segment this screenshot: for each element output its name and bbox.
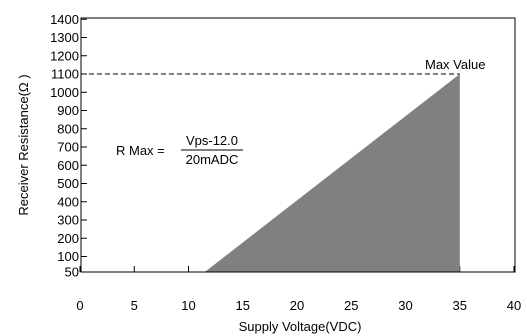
x-tick-label: 10	[181, 298, 195, 313]
formula-denominator: 20mADC	[186, 152, 239, 167]
y-tick-label: 500	[57, 176, 79, 191]
y-tick-label: 1300	[50, 30, 79, 45]
y-tick-label: 100	[57, 249, 79, 264]
y-axis-title: Receiver Resistance(Ω )	[16, 74, 31, 215]
x-tick-label: 5	[131, 298, 138, 313]
y-tick-label: 700	[57, 140, 79, 155]
y-tick-label: 1100	[51, 67, 79, 82]
y-tick-label: 900	[57, 103, 79, 118]
y-tick-label: 200	[57, 231, 79, 246]
y-tick-label: 600	[57, 158, 79, 173]
y-tick-label: 1000	[50, 85, 79, 100]
x-tick-label: 25	[344, 298, 358, 313]
x-axis-title: Supply Voltage(VDC)	[239, 319, 362, 334]
x-tick-label: 35	[453, 298, 467, 313]
plot-frame	[80, 17, 516, 273]
y-tick-label: 300	[57, 213, 79, 228]
x-tick-label: 15	[236, 298, 250, 313]
operating-region-area	[204, 74, 460, 272]
y-tick-label: 1400	[50, 12, 79, 27]
formula-prefix: R Max =	[116, 143, 165, 158]
ticks-layer: 5010020030040050060070080090010001100120…	[50, 12, 521, 313]
y-tick-label: 400	[57, 194, 79, 209]
x-tick-label: 0	[76, 298, 83, 313]
y-tick-label: 1200	[50, 48, 79, 63]
x-tick-label: 40	[507, 298, 521, 313]
max-value-label: Max Value	[425, 57, 485, 72]
plot-border	[80, 17, 516, 273]
x-tick-label: 20	[290, 298, 304, 313]
y-tick-label: 50	[65, 265, 79, 280]
formula-numerator: Vps-12.0	[186, 133, 238, 148]
x-tick-label: 30	[398, 298, 412, 313]
y-tick-label: 800	[57, 121, 79, 136]
series-layer	[81, 73, 460, 272]
